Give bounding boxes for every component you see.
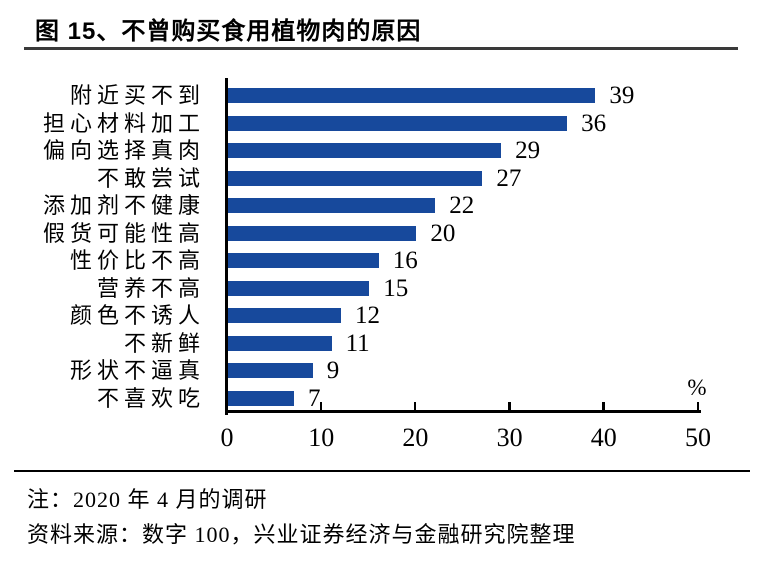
- chart-row: 不敢尝试 27: [0, 165, 764, 193]
- y-axis-line: [225, 78, 228, 415]
- bar: [228, 335, 332, 351]
- bar: [228, 253, 379, 269]
- tick-label: 30: [496, 423, 523, 452]
- chart-row: 不新鲜 11: [0, 330, 764, 358]
- value-label: 7: [307, 384, 321, 412]
- chart-row: 附近买不到 39: [0, 82, 764, 110]
- axis-tick: [413, 402, 417, 410]
- bar: [228, 198, 436, 214]
- value-label: 27: [496, 164, 522, 192]
- category-label: 假货可能性高: [42, 220, 205, 246]
- value-label: 20: [430, 219, 456, 247]
- value-label: 22: [449, 192, 475, 219]
- category-label: 形状不逼真: [69, 358, 205, 383]
- title-divider: [24, 47, 738, 50]
- figure-title: 图 15、不曾购买食用植物肉的原因: [35, 18, 422, 45]
- chart-row: 偏向选择真肉 29: [0, 137, 764, 165]
- tick-label: 50: [685, 423, 711, 452]
- bar-chart: % 0 10 20 30 40 50 附近买不到 39 担心材料加工 36 偏向选择真肉 29 不敢尝试…: [0, 78, 764, 452]
- tick-label: 0: [220, 423, 234, 452]
- category-label: 营养不高: [96, 275, 205, 301]
- tick-label: 40: [590, 423, 617, 452]
- tick-label: 10: [308, 423, 335, 452]
- chart-row: 假货可能性高 20: [0, 220, 764, 248]
- chart-row: 性价比不高 16: [0, 247, 764, 275]
- chart-row: 营养不高 15: [0, 275, 764, 303]
- chart-row: 不喜欢吃 7: [0, 385, 764, 413]
- category-label: 不新鲜: [123, 330, 205, 356]
- bar: [228, 88, 596, 104]
- bar: [228, 225, 417, 241]
- axis-tick: [602, 402, 605, 410]
- value-label: 9: [326, 357, 340, 384]
- bar: [228, 280, 370, 296]
- category-label: 颜色不诱人: [69, 303, 205, 328]
- x-axis-line: [225, 409, 701, 413]
- footer-divider: [14, 470, 750, 472]
- value-label: 39: [609, 82, 635, 109]
- chart-row: 形状不逼真 9: [0, 357, 764, 385]
- value-label: 36: [581, 109, 607, 137]
- category-label: 添加剂不健康: [42, 193, 205, 218]
- bar: [228, 170, 483, 186]
- chart-row: 担心材料加工 36: [0, 110, 764, 138]
- bar: [228, 143, 502, 159]
- axis-tick: [696, 402, 699, 410]
- percent-axis-label: %: [687, 375, 707, 400]
- value-label: 29: [515, 137, 541, 164]
- bar: [228, 363, 313, 379]
- source-text: 资料来源：数字 100，兴业证券经济与金融研究院整理: [27, 522, 576, 547]
- note-text: 注：2020 年 4 月的调研: [27, 487, 268, 512]
- value-label: 15: [383, 274, 409, 302]
- chart-row: 添加剂不健康 22: [0, 192, 764, 220]
- category-label: 偏向选择真肉: [42, 138, 205, 163]
- value-label: 16: [392, 247, 418, 274]
- axis-tick: [319, 402, 323, 410]
- category-label: 不敢尝试: [96, 165, 205, 191]
- axis-tick: [508, 402, 511, 410]
- value-label: 12: [355, 302, 381, 329]
- bar: [228, 390, 294, 406]
- bar: [228, 115, 568, 131]
- bar: [228, 308, 342, 324]
- category-label: 担心材料加工: [42, 110, 205, 136]
- category-label: 附近买不到: [69, 83, 205, 108]
- chart-row: 颜色不诱人 12: [0, 302, 764, 330]
- value-label: 11: [345, 329, 370, 357]
- tick-label: 20: [402, 423, 429, 452]
- category-label: 性价比不高: [69, 248, 205, 273]
- category-label: 不喜欢吃: [96, 385, 205, 411]
